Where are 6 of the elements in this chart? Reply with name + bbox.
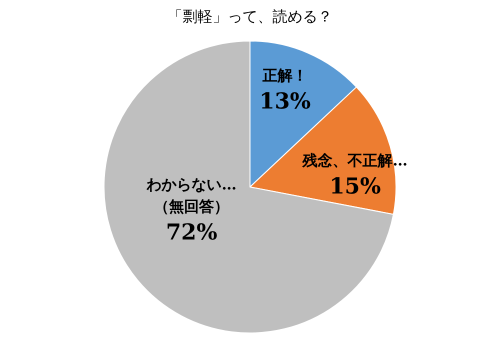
slice-label: 正解！ [262, 66, 308, 85]
data-label: 72% [166, 219, 218, 246]
chart-title: 「剽軽」って、読める？ [168, 8, 332, 26]
data-label: 15% [329, 173, 381, 200]
data-label: 13% [259, 88, 311, 115]
slice-label: わからない… （無回答） [146, 175, 237, 216]
